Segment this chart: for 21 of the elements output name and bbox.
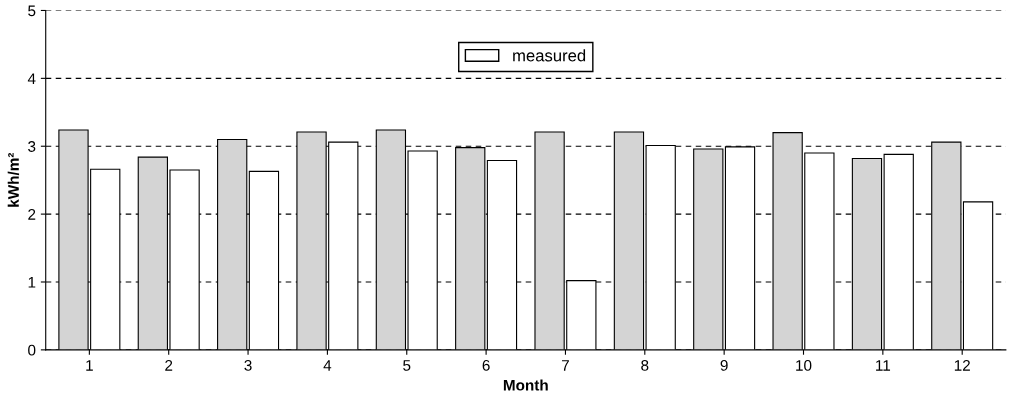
y-axis-title: kWh/m² <box>7 152 20 207</box>
y-tick-label: 3 <box>28 141 36 152</box>
x-tick-label: 5 <box>403 360 411 371</box>
y-tick-label: 2 <box>28 208 36 220</box>
y-tick-label: 5 <box>28 5 36 17</box>
x-tick-label: 6 <box>482 359 490 371</box>
x-tick-label: 4 <box>323 360 332 371</box>
x-tick-label: 10 <box>796 359 812 371</box>
x-tick-label: 1 <box>86 360 93 371</box>
x-tick-label: 11 <box>876 360 891 371</box>
x-tick-label: 2 <box>165 359 173 371</box>
x-tick-label: 7 <box>561 360 569 371</box>
y-tick-label: 1 <box>28 277 36 288</box>
x-axis-title: Month <box>503 379 548 391</box>
x-tick-label: 9 <box>720 359 728 371</box>
x-tick-label: 12 <box>954 359 970 371</box>
y-tick-label: 4 <box>27 73 36 84</box>
x-tick-label: 3 <box>244 359 252 371</box>
y-tick-label: 0 <box>28 344 36 356</box>
legend-label: measured <box>513 49 586 62</box>
x-tick-label: 8 <box>641 359 649 371</box>
